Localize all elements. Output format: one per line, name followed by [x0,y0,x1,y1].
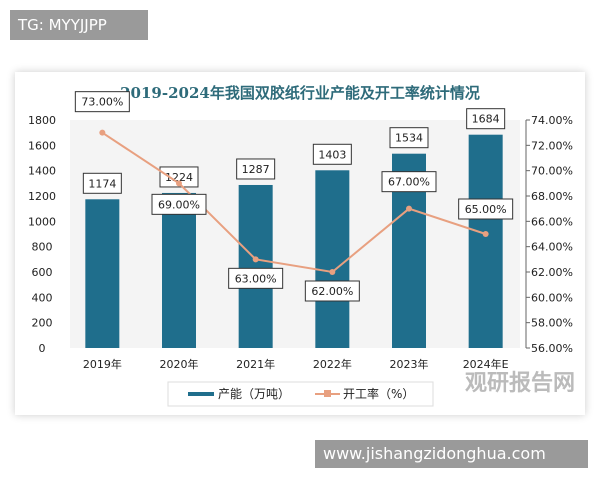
left-tick-label: 400 [32,291,53,304]
chart-title: 2019-2024年我国双胶纸行业产能及开工率统计情况 [120,84,480,102]
rate-label: 73.00% [81,96,123,109]
bar-label: 1287 [242,163,270,176]
x-tick-label: 2022年 [313,357,352,371]
bar [468,134,503,348]
bar [238,184,273,348]
footer-tag: www.jishangzidonghua.com [315,440,588,468]
plot-area [70,120,520,348]
watermark: 观研报告网 [465,371,576,396]
legend-line-label: 开工率（%） [343,386,414,401]
bar [162,192,196,348]
left-tick-label: 0 [39,342,46,355]
bar-label: 1224 [165,171,193,184]
right-tick-label: 74.00% [531,114,573,127]
right-tick-label: 68.00% [531,190,573,203]
legend-bar-swatch [188,392,214,396]
left-tick-label: 1600 [28,139,56,152]
right-tick-label: 64.00% [531,241,573,254]
rate-point [176,180,182,187]
x-tick-label: 2024年E [463,357,509,371]
bar-label: 1534 [395,132,423,145]
rate-point [329,269,336,275]
right-tick-label: 66.00% [531,215,573,228]
right-tick-label: 60.00% [531,291,573,304]
legend-line-marker [324,390,331,397]
rate-label-box [381,171,437,193]
x-tick-label: 2023年 [390,357,429,371]
bar-label: 1684 [472,113,500,126]
bar-label: 1174 [88,177,116,190]
x-tick-label: 2019年 [83,357,122,371]
left-tick-label: 1400 [28,165,56,178]
rate-label: 63.00% [235,272,277,285]
left-tick-label: 1000 [28,215,56,228]
right-tick-label: 70.00% [531,165,573,178]
rate-point [482,231,489,237]
x-tick-label: 2020年 [160,357,199,371]
right-tick-label: 56.00% [531,342,573,355]
rate-point [99,129,106,136]
bar-label-box [236,158,276,180]
legend-bar-label: 产能（万吨） [218,387,290,401]
bar-label-box [159,166,199,188]
rate-label-box [304,280,360,302]
rate-label: 65.00% [465,203,507,216]
left-tick-label: 800 [32,241,53,254]
rate-label: 67.00% [388,176,430,189]
rate-label-box [228,267,284,289]
rate-point [406,205,412,212]
right-tick-label: 58.00% [531,317,573,330]
bar-label-box [312,143,352,165]
rate-point [252,256,259,263]
left-tick-label: 1800 [28,114,56,127]
right-tick-label: 72.00% [531,139,573,152]
right-tick-label: 62.00% [531,266,573,279]
rate-label: 62.00% [311,285,353,298]
bar-label-box [466,108,506,130]
rate-label: 69.00% [158,198,200,211]
rate-label-box [458,198,514,220]
rate-label-box [151,193,207,215]
bar-label-box [82,172,122,194]
rate-line [101,131,486,274]
bar [315,170,350,348]
bar-label: 1403 [318,148,346,161]
left-tick-label: 600 [32,266,53,279]
rate-label-box [74,91,130,113]
bar [85,199,120,348]
left-tick-label: 1200 [28,190,56,203]
x-tick-label: 2021年 [236,357,275,371]
bar-label-box [389,127,429,149]
header-tag: TG: MYYJJPP [10,10,148,40]
left-tick-label: 200 [32,317,53,330]
